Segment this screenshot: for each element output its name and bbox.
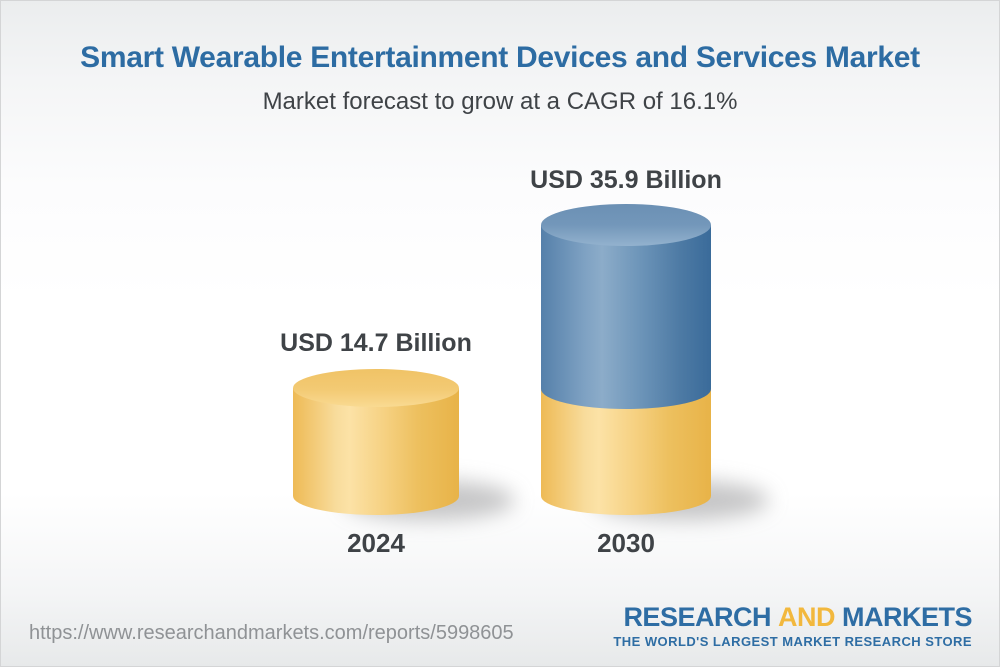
report-url: https://www.researchandmarkets.com/repor… <box>29 622 514 644</box>
logo-tagline: THE WORLD'S LARGEST MARKET RESEARCH STOR… <box>613 634 972 649</box>
x-axis-label-2030: 2030 <box>597 528 655 558</box>
logo-word-and: AND <box>777 602 836 632</box>
bar-2030-top-cap <box>541 204 711 246</box>
research-and-markets-logo: RESEARCH AND MARKETS THE WORLD'S LARGEST… <box>613 602 972 649</box>
logo-wordmark: RESEARCH AND MARKETS <box>613 602 972 633</box>
page-title: Smart Wearable Entertainment Devices and… <box>80 41 920 74</box>
bar-2030-cylinder <box>541 204 711 515</box>
logo-word-markets: MARKETS <box>842 602 973 632</box>
bar-2030-gold-segment <box>541 389 711 515</box>
x-axis-label-2024: 2024 <box>347 528 405 558</box>
value-label-2030: USD 35.9 Billion <box>530 166 722 194</box>
logo-word-research: RESEARCH <box>623 602 771 632</box>
bar-2030-blue-segment <box>541 225 711 409</box>
value-label-2024: USD 14.7 Billion <box>280 329 472 357</box>
bar-2024-cylinder <box>293 369 459 515</box>
page-subtitle: Market forecast to grow at a CAGR of 16.… <box>262 88 738 115</box>
bar-2024-top-cap <box>293 369 459 407</box>
bar-2024-gold-segment <box>293 388 459 515</box>
